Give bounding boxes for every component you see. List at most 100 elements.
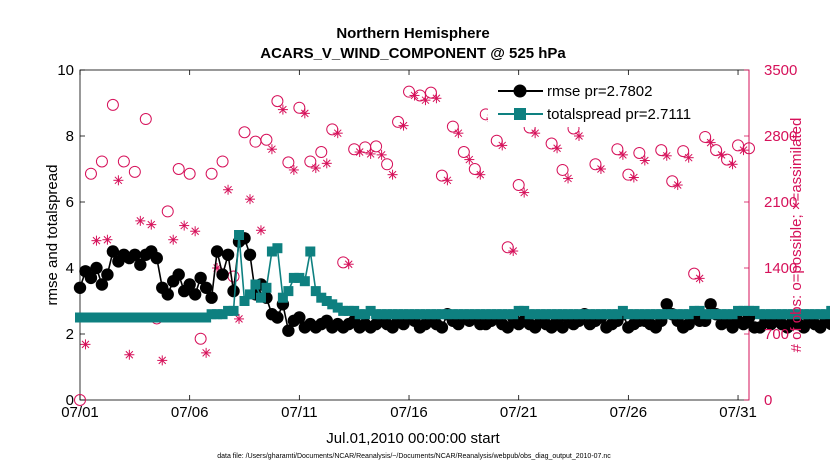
y2-tick-label: 2800: [764, 128, 797, 145]
y-tick-label: 6: [66, 194, 74, 211]
totalspread-point: [519, 305, 530, 316]
totalspread-point: [277, 292, 288, 303]
totalspread-point: [683, 309, 694, 320]
asterisk-stroke: [454, 129, 463, 138]
totalspread-point: [590, 309, 601, 320]
obs-assimilated-point: [343, 259, 354, 270]
totalspread-point: [80, 312, 91, 323]
totalspread-point: [705, 309, 716, 320]
obs-assimilated-point: [124, 349, 135, 360]
obs-assimilated-point: [519, 187, 530, 198]
obs-possible-point: [370, 140, 383, 153]
totalspread-point: [431, 309, 442, 320]
asterisk-stroke: [333, 129, 342, 138]
totalspread-point: [195, 312, 206, 323]
obs-assimilated-point: [694, 273, 705, 284]
obs-possible-point: [381, 158, 394, 171]
totalspread-point: [129, 312, 140, 323]
totalspread-point: [212, 309, 223, 320]
y2-tick-label: 0: [764, 392, 772, 409]
x-axis-ticks: 07/01 07/06 07/11 07/16 07/21 07/26 07/31: [61, 70, 757, 421]
totalspread-point: [809, 309, 820, 320]
totalspread-point: [436, 309, 447, 320]
totalspread-point: [146, 312, 157, 323]
totalspread-point: [771, 309, 782, 320]
totalspread-point: [157, 312, 168, 323]
x-tick-label: 07/11: [281, 404, 317, 421]
rmse-point: [221, 248, 235, 261]
totalspread-point: [365, 305, 376, 316]
totalspread-point: [382, 309, 393, 320]
totalspread-point: [530, 309, 541, 320]
totalspread-point: [480, 309, 491, 320]
obs-assimilated-point: [354, 147, 365, 158]
rmse-point: [172, 268, 185, 281]
rmse-point: [243, 248, 257, 261]
totalspread-point: [458, 309, 469, 320]
totalspread-point: [727, 309, 738, 320]
obs-possible-point: [194, 332, 207, 345]
rmse-point: [101, 268, 114, 281]
obs-assimilated-point: [398, 120, 409, 131]
obs-possible-point: [74, 394, 86, 406]
obs-assimilated-point: [431, 93, 442, 104]
totalspread-point: [546, 309, 557, 320]
asterisk-stroke: [300, 109, 309, 118]
obs-assimilated-point: [255, 225, 266, 236]
asterisk-stroke: [268, 145, 276, 154]
asterisk-stroke: [662, 151, 671, 160]
obs-possible-point: [161, 205, 174, 218]
asterisk-stroke: [564, 174, 572, 183]
asterisk-stroke: [673, 181, 682, 189]
y-axis-ticks: 0 2 4 6 8 10: [57, 62, 85, 409]
obs-assimilated-point: [168, 234, 179, 245]
totalspread-point: [744, 305, 754, 316]
obs-possible-point: [260, 133, 273, 146]
totalspread-point: [250, 279, 261, 290]
rmse-point: [216, 268, 229, 281]
totalspread-point: [113, 312, 124, 323]
totalspread-point: [754, 309, 765, 320]
totalspread-point: [206, 309, 217, 320]
obs-assimilated-point: [113, 175, 124, 186]
rmse-point: [188, 288, 202, 301]
totalspread-point: [244, 289, 255, 300]
totalspread-point: [272, 243, 283, 254]
asterisk-stroke: [619, 151, 627, 159]
totalspread-point: [393, 309, 404, 320]
totalspread-point: [738, 305, 749, 316]
totalspread-point: [563, 309, 574, 320]
x-tick-label: 07/26: [610, 404, 648, 421]
obs-possible-point: [106, 98, 119, 111]
rmse-point: [161, 288, 174, 301]
obs-possible-point: [172, 163, 185, 175]
asterisk-stroke: [158, 356, 167, 365]
rmse-point: [205, 291, 218, 304]
obs-possible-point: [315, 146, 328, 159]
totalspread-point: [294, 272, 305, 283]
obs-possible-point: [271, 95, 284, 108]
obs-possible-point: [139, 113, 152, 126]
obs-possible-point: [424, 86, 437, 99]
obs-assimilated-point: [310, 163, 321, 174]
rmse-point: [106, 245, 120, 258]
totalspread-point: [184, 312, 195, 323]
rmse-point: [501, 321, 514, 334]
obs-possible-point: [512, 179, 525, 192]
asterisk-stroke: [257, 226, 265, 235]
totalspread-point: [497, 309, 508, 320]
totalspread-point: [798, 309, 809, 320]
totalspread-point: [513, 305, 524, 316]
obs-possible-point: [117, 155, 130, 168]
asterisk-stroke: [147, 220, 156, 229]
totalspread-point: [650, 309, 661, 320]
obs-assimilated-point: [387, 169, 398, 180]
obs-possible-point: [183, 167, 196, 180]
totalspread-point: [678, 309, 689, 320]
totalspread-point: [338, 305, 349, 316]
totalspread-point: [694, 305, 705, 316]
y-axis-label: rmse and totalspread: [44, 165, 61, 306]
totalspread-point: [574, 309, 585, 320]
totalspread-point: [524, 309, 535, 320]
